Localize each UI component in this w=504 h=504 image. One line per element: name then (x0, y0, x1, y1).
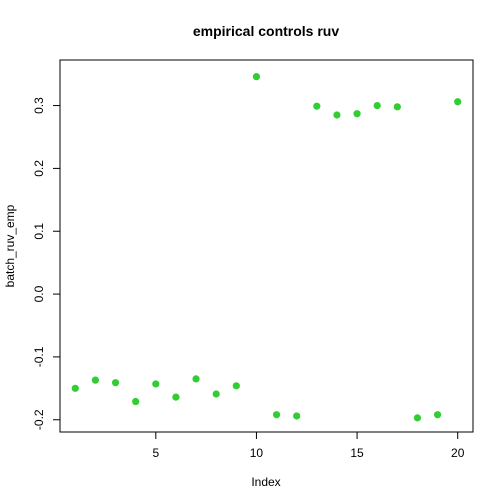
data-point (112, 379, 119, 386)
data-point (434, 411, 441, 418)
data-point (313, 103, 320, 110)
x-tick-label: 15 (350, 446, 364, 460)
data-point (273, 411, 280, 418)
chart-title: empirical controls ruv (193, 23, 339, 39)
data-point (374, 102, 381, 109)
data-point (353, 110, 360, 117)
data-point (333, 111, 340, 118)
data-point (172, 394, 179, 401)
y-tick-label: 0.0 (32, 285, 46, 302)
data-point (394, 103, 401, 110)
data-point (253, 73, 260, 80)
data-point (192, 375, 199, 382)
data-point (213, 390, 220, 397)
y-tick-label: 0.2 (32, 160, 46, 177)
x-tick-label: 20 (451, 446, 465, 460)
data-point (233, 382, 240, 389)
data-point (454, 98, 461, 105)
y-tick-label: 0.1 (32, 223, 46, 240)
x-tick-label: 10 (250, 446, 264, 460)
data-point (72, 385, 79, 392)
y-tick-label: -0.1 (32, 346, 46, 367)
x-axis-label: Index (251, 475, 280, 489)
data-point (92, 377, 99, 384)
data-point (414, 414, 421, 421)
data-point (132, 398, 139, 405)
y-axis-label: batch_ruv_emp (3, 204, 17, 287)
data-point (152, 380, 159, 387)
data-point (293, 412, 300, 419)
x-tick-label: 5 (152, 446, 159, 460)
y-tick-label: 0.3 (32, 97, 46, 114)
y-tick-label: -0.2 (32, 409, 46, 430)
